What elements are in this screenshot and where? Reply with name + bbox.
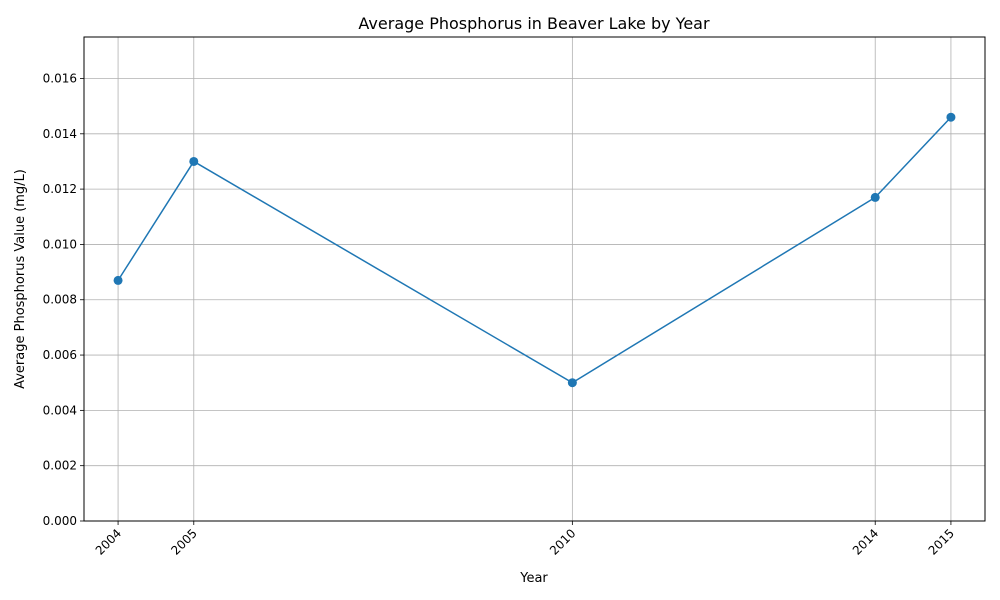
x-axis-label: Year xyxy=(519,571,548,586)
x-tick-label: 2014 xyxy=(850,526,881,557)
axes xyxy=(83,36,986,522)
y-tick-label: 0.012 xyxy=(43,182,77,196)
y-tick-label: 0.004 xyxy=(43,403,77,417)
data-series xyxy=(113,112,956,388)
y-tick-label: 0.016 xyxy=(43,71,77,85)
y-tick-label: 0.008 xyxy=(43,293,77,307)
chart-title: Average Phosphorus in Beaver Lake by Yea… xyxy=(358,14,710,33)
data-point xyxy=(870,192,880,202)
y-tick-label: 0.014 xyxy=(43,127,77,141)
tick-labels: 2004 2005 2010 2014 2015 0.000 0.002 0.004 0.006… xyxy=(43,71,957,557)
x-tick-label: 2010 xyxy=(547,526,578,557)
x-tick-label: 2015 xyxy=(926,526,957,557)
data-point xyxy=(189,156,199,166)
x-tick-label: 2004 xyxy=(93,526,124,557)
grid-lines xyxy=(84,37,985,522)
y-tick-label: 0.006 xyxy=(43,348,77,362)
data-point xyxy=(946,112,956,122)
data-point xyxy=(567,378,577,388)
y-tick-label: 0.000 xyxy=(43,514,77,528)
series-line xyxy=(117,116,952,384)
plot-frame xyxy=(83,36,986,522)
x-tick-label: 2005 xyxy=(168,526,199,557)
y-tick-label: 0.010 xyxy=(43,237,77,251)
y-tick-label: 0.002 xyxy=(43,459,77,473)
y-axis-label: Average Phosphorus Value (mg/L) xyxy=(13,169,28,389)
data-point xyxy=(113,275,123,285)
